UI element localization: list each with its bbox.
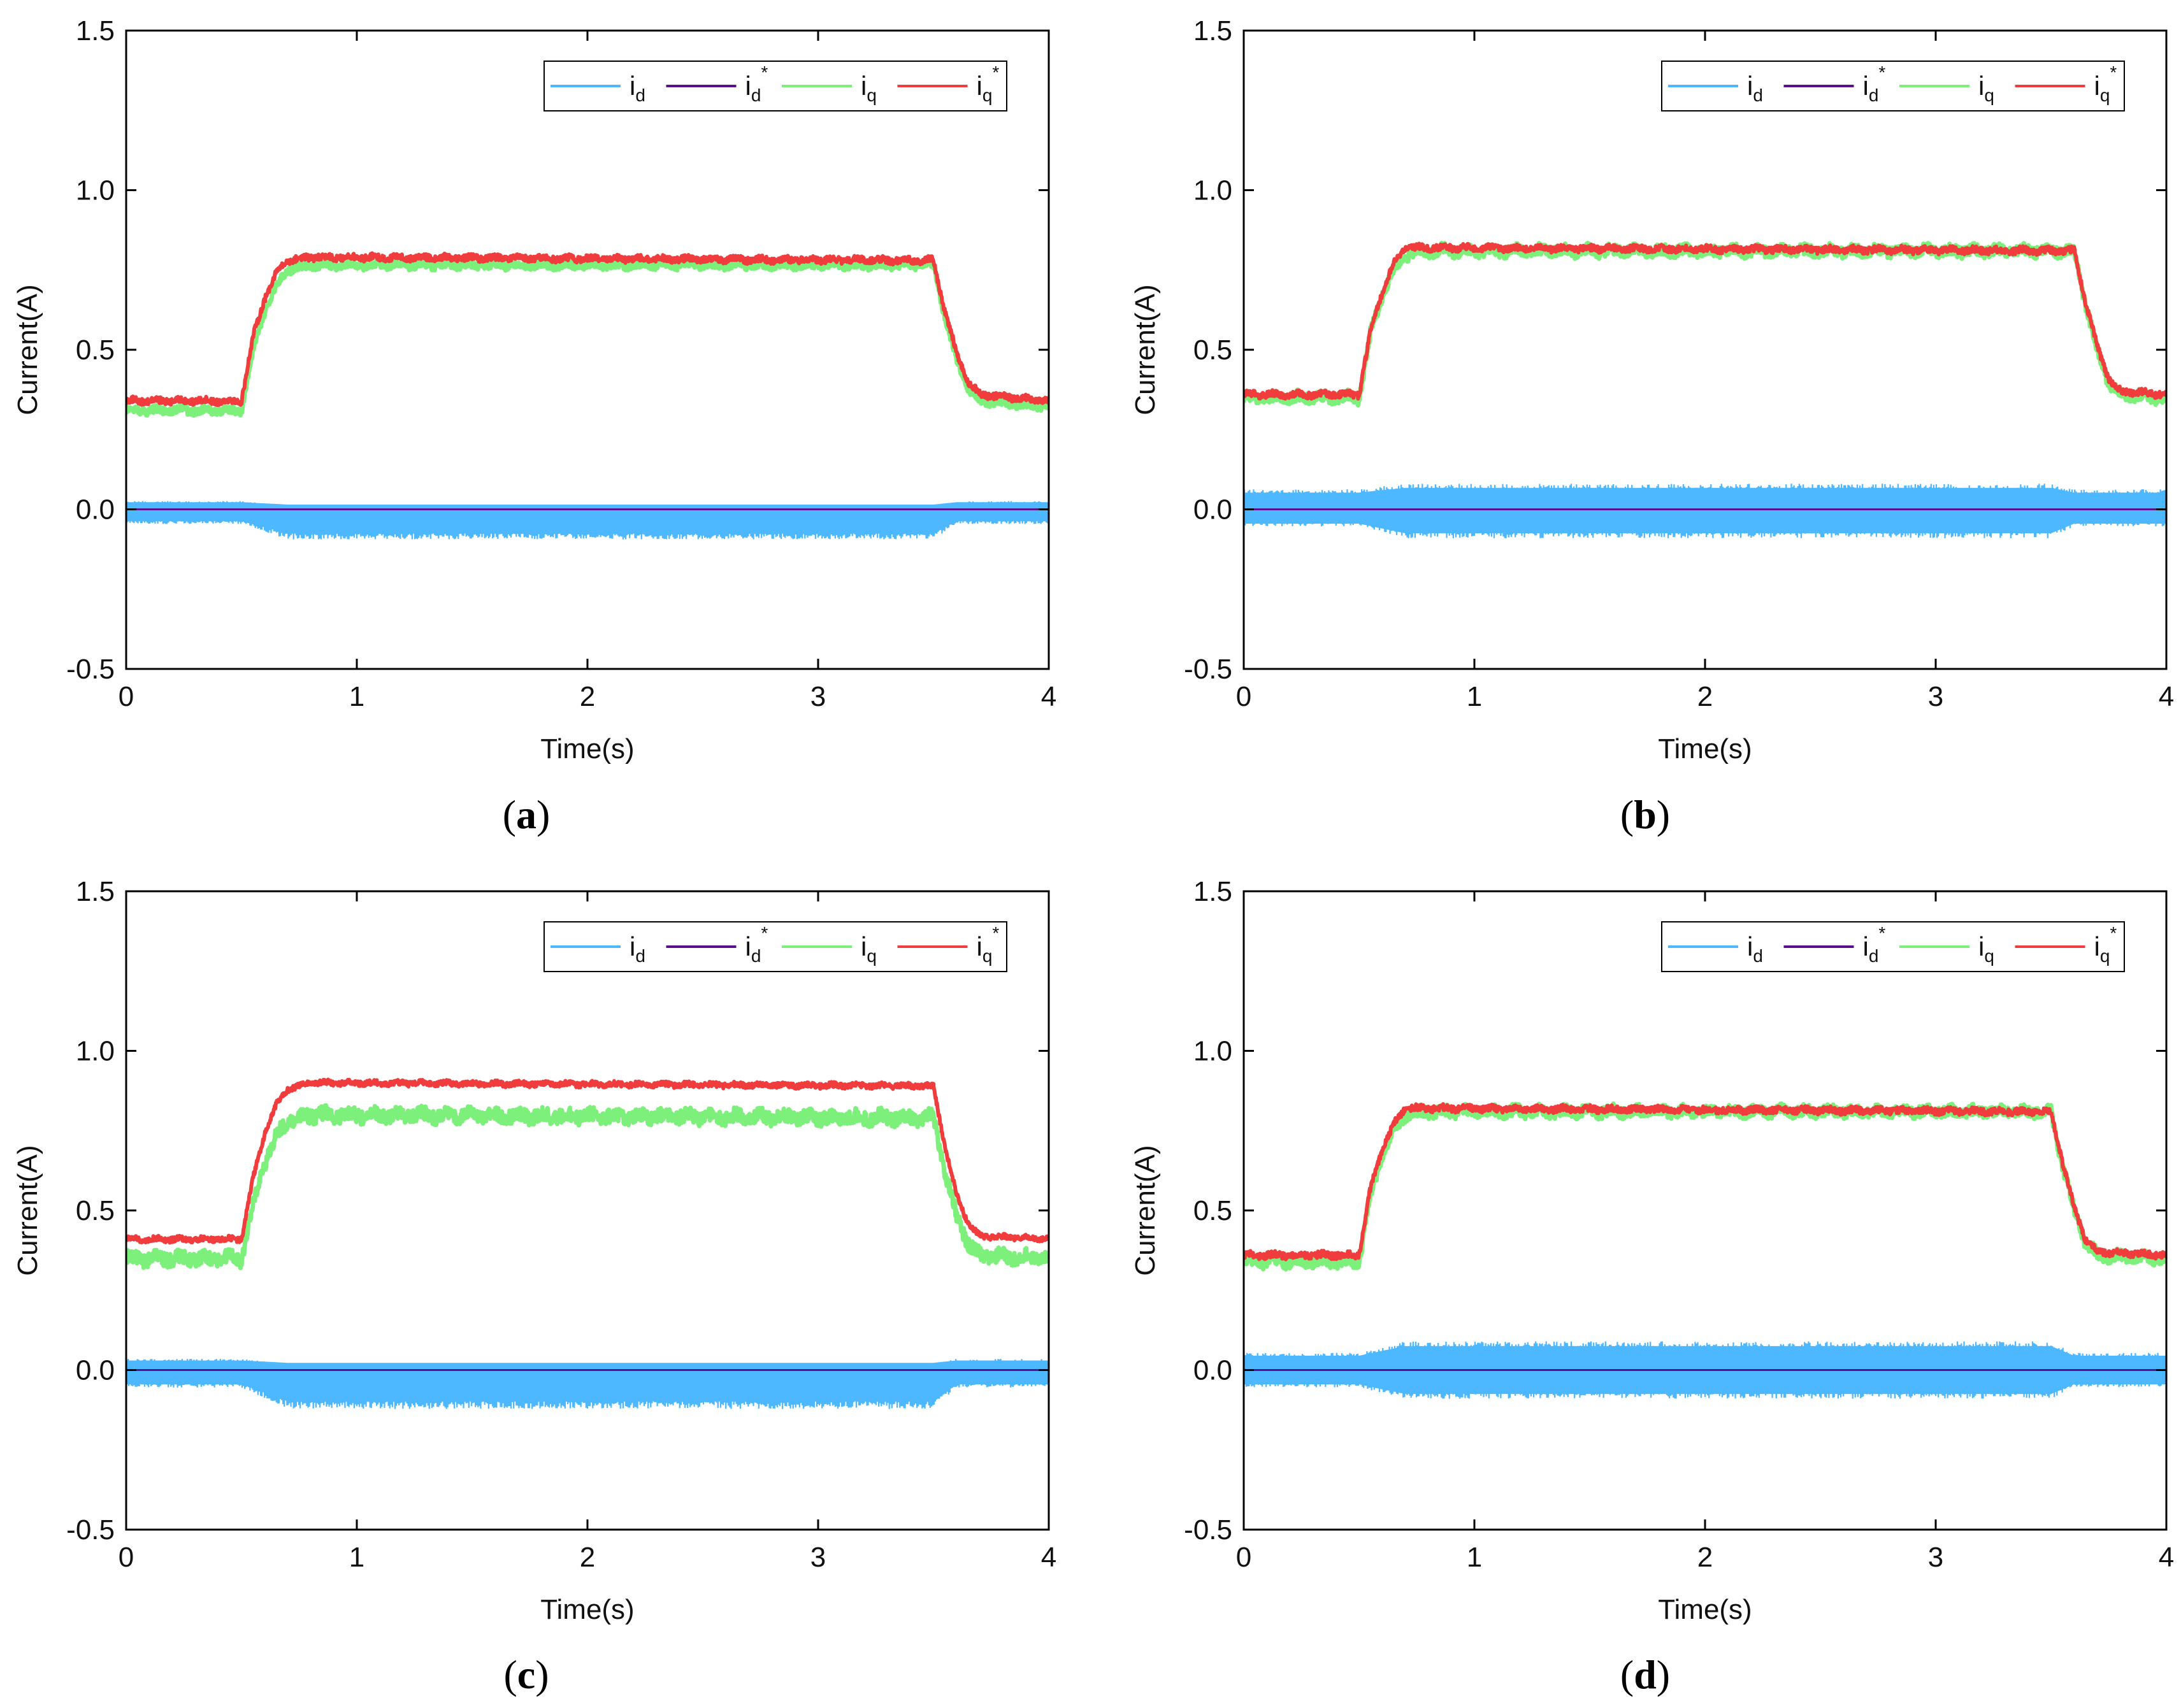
chart-panel-d: 0 1 2 3 4 -0.5 0.0 0.5 1.0 1.5 Time(s) Current(A) id… (1130, 876, 2174, 1697)
plot-area (126, 251, 1049, 540)
legend-label-id: id (1747, 931, 1763, 966)
y-tick-label: 0.0 (76, 1355, 115, 1386)
y-tick-label: 1.0 (76, 1036, 115, 1067)
chart-panel-a: 0 1 2 3 4 -0.5 0.0 0.5 1.0 1.5 Time(s) Current(A) id… (12, 15, 1056, 837)
y-tick-label: 1.0 (1193, 1036, 1232, 1067)
panel-caption: (c) (503, 1652, 549, 1697)
x-tick-label: 1 (349, 1542, 364, 1573)
legend-label-iq: iq (861, 931, 877, 966)
y-tick-label: -0.5 (66, 1514, 115, 1546)
y-tick-label: 1.0 (76, 175, 115, 206)
y-tick-label: 1.5 (76, 876, 115, 907)
panel-caption: (b) (1620, 792, 1670, 837)
x-tick-label: 4 (2159, 681, 2174, 712)
plot-area (1244, 241, 2166, 538)
y-tick-label: 0.0 (1193, 1355, 1232, 1386)
series-id-line (1244, 484, 2166, 538)
y-tick-label: 0.5 (1193, 1195, 1232, 1226)
series-id-line (126, 501, 1049, 540)
y-tick-label: -0.5 (66, 654, 115, 685)
legend-label-id: id (1747, 71, 1763, 105)
x-tick-label: 0 (119, 1542, 134, 1573)
series-id-line (126, 1358, 1049, 1409)
legend-label-id: id (630, 71, 645, 105)
legend-label-iq-ref: iq* (2094, 923, 2117, 966)
panel-caption: (d) (1620, 1652, 1670, 1697)
legend-label-iq: iq (1978, 931, 1994, 966)
x-tick-label: 0 (119, 681, 134, 712)
plot-area (126, 1077, 1049, 1409)
legend-label-id-ref: id* (745, 62, 768, 105)
legend-label-id: id (630, 931, 645, 966)
y-axis-label: Current(A) (12, 1145, 43, 1275)
x-axis-label: Time(s) (1658, 1594, 1752, 1625)
y-tick-label: 0.5 (76, 334, 115, 366)
x-tick-label: 2 (580, 1542, 595, 1573)
legend-label-id-ref: id* (1863, 62, 1886, 105)
x-tick-label: 1 (1467, 1542, 1482, 1573)
series-id-line (1244, 1341, 2166, 1399)
legend-label-iq-ref: iq* (977, 923, 1000, 966)
legend: id id* iq iq* (543, 921, 1007, 972)
series-iq-ref-line (1244, 241, 2166, 401)
legend: id id* iq iq* (1661, 921, 2125, 972)
x-tick-label: 0 (1236, 681, 1251, 712)
y-tick-label: -0.5 (1184, 654, 1232, 685)
x-tick-label: 1 (1467, 681, 1482, 712)
x-tick-label: 2 (1697, 1542, 1713, 1573)
x-tick-label: 4 (2159, 1542, 2174, 1573)
x-tick-label: 3 (1928, 1542, 1943, 1573)
x-tick-label: 0 (1236, 1542, 1251, 1573)
y-tick-label: 1.0 (1193, 175, 1232, 206)
x-tick-label: 4 (1041, 681, 1056, 712)
x-tick-label: 3 (1928, 681, 1943, 712)
legend: id id* iq iq* (1661, 61, 2125, 111)
series-iq-ref-line (126, 1077, 1049, 1245)
y-tick-label: 1.5 (1193, 876, 1232, 907)
x-axis-label: Time(s) (540, 1594, 634, 1625)
x-axis-label: Time(s) (1658, 733, 1752, 764)
plot-area (1244, 1101, 2166, 1399)
y-axis-label: Current(A) (12, 284, 43, 415)
panel-caption: (a) (503, 792, 551, 837)
y-tick-label: 0.0 (1193, 494, 1232, 526)
legend-label-iq: iq (1978, 71, 1994, 105)
x-tick-label: 2 (580, 681, 595, 712)
x-tick-label: 3 (810, 1542, 826, 1573)
x-tick-label: 3 (810, 681, 826, 712)
y-tick-label: 1.5 (76, 15, 115, 47)
y-tick-label: 0.5 (1193, 334, 1232, 366)
x-tick-label: 2 (1697, 681, 1713, 712)
legend-label-iq-ref: iq* (2094, 62, 2117, 105)
y-tick-label: 0.0 (76, 494, 115, 526)
y-tick-label: 1.5 (1193, 15, 1232, 47)
x-tick-label: 1 (349, 681, 364, 712)
legend: id id* iq iq* (543, 61, 1007, 111)
legend-label-id-ref: id* (1863, 923, 1886, 966)
chart-panel-c: 0 1 2 3 4 -0.5 0.0 0.5 1.0 1.5 Time(s) Current(A) id… (12, 876, 1056, 1697)
x-tick-label: 4 (1041, 1542, 1056, 1573)
legend-label-id-ref: id* (745, 923, 768, 966)
series-iq-line (126, 1103, 1049, 1270)
legend-label-iq-ref: iq* (977, 62, 1000, 105)
series-iq-ref-line (126, 251, 1049, 408)
x-axis-label: Time(s) (540, 733, 634, 764)
y-tick-label: 0.5 (76, 1195, 115, 1226)
legend-label-iq: iq (861, 71, 877, 105)
series-iq-ref-line (1244, 1102, 2166, 1261)
y-axis-label: Current(A) (1130, 284, 1161, 415)
y-tick-label: -0.5 (1184, 1514, 1232, 1546)
y-axis-label: Current(A) (1130, 1145, 1161, 1275)
chart-panel-b: 0 1 2 3 4 -0.5 0.0 0.5 1.0 1.5 Time(s) Current(A) id… (1130, 15, 2174, 837)
